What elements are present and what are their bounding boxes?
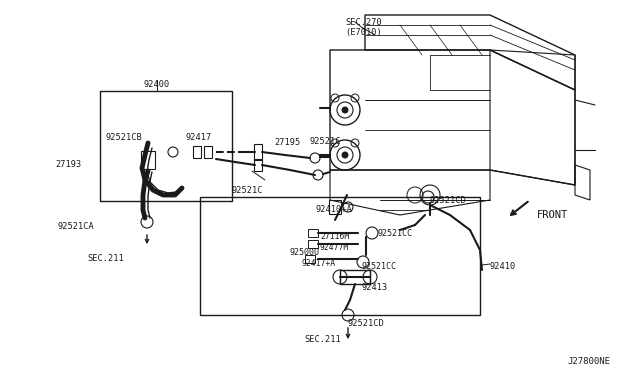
Text: 92521C: 92521C — [232, 186, 264, 195]
Bar — [141, 151, 155, 169]
Text: 92477M: 92477M — [320, 243, 349, 252]
Text: 92521CA: 92521CA — [57, 222, 93, 231]
Text: SEC.211: SEC.211 — [88, 254, 124, 263]
Text: 92521CD: 92521CD — [348, 319, 385, 328]
Text: 92521CC: 92521CC — [362, 262, 397, 271]
Circle shape — [342, 107, 348, 113]
Text: 92521CC: 92521CC — [378, 229, 413, 238]
Bar — [308, 240, 318, 248]
Text: 92417+A: 92417+A — [302, 259, 336, 268]
Text: 92410+A: 92410+A — [316, 205, 353, 214]
Text: 92521C: 92521C — [309, 137, 340, 146]
Text: 92521CB: 92521CB — [106, 133, 143, 142]
Text: 27193: 27193 — [55, 160, 81, 169]
Bar — [193, 146, 201, 158]
Text: 27195: 27195 — [274, 138, 300, 147]
Text: 92400: 92400 — [144, 80, 170, 89]
Text: 92413: 92413 — [362, 283, 388, 292]
Text: 92417: 92417 — [186, 133, 212, 142]
Bar — [100, 91, 232, 201]
Text: (E7010): (E7010) — [345, 28, 381, 37]
Text: 27116M: 27116M — [320, 232, 349, 241]
Text: SEC.211: SEC.211 — [305, 335, 341, 344]
Bar — [329, 200, 341, 214]
Text: 92410: 92410 — [490, 262, 516, 271]
Text: FRONT: FRONT — [537, 210, 568, 220]
Bar — [204, 146, 212, 158]
Bar — [254, 159, 262, 171]
Text: SEC.270: SEC.270 — [345, 18, 381, 27]
Text: J27800NE: J27800NE — [567, 357, 610, 366]
Bar — [308, 229, 318, 237]
Bar — [200, 197, 480, 315]
Circle shape — [342, 152, 348, 158]
Text: 92521CD: 92521CD — [430, 196, 467, 205]
Bar — [254, 144, 262, 160]
Text: 92500U: 92500U — [290, 248, 320, 257]
Bar — [305, 255, 315, 263]
Bar — [340, 270, 370, 284]
